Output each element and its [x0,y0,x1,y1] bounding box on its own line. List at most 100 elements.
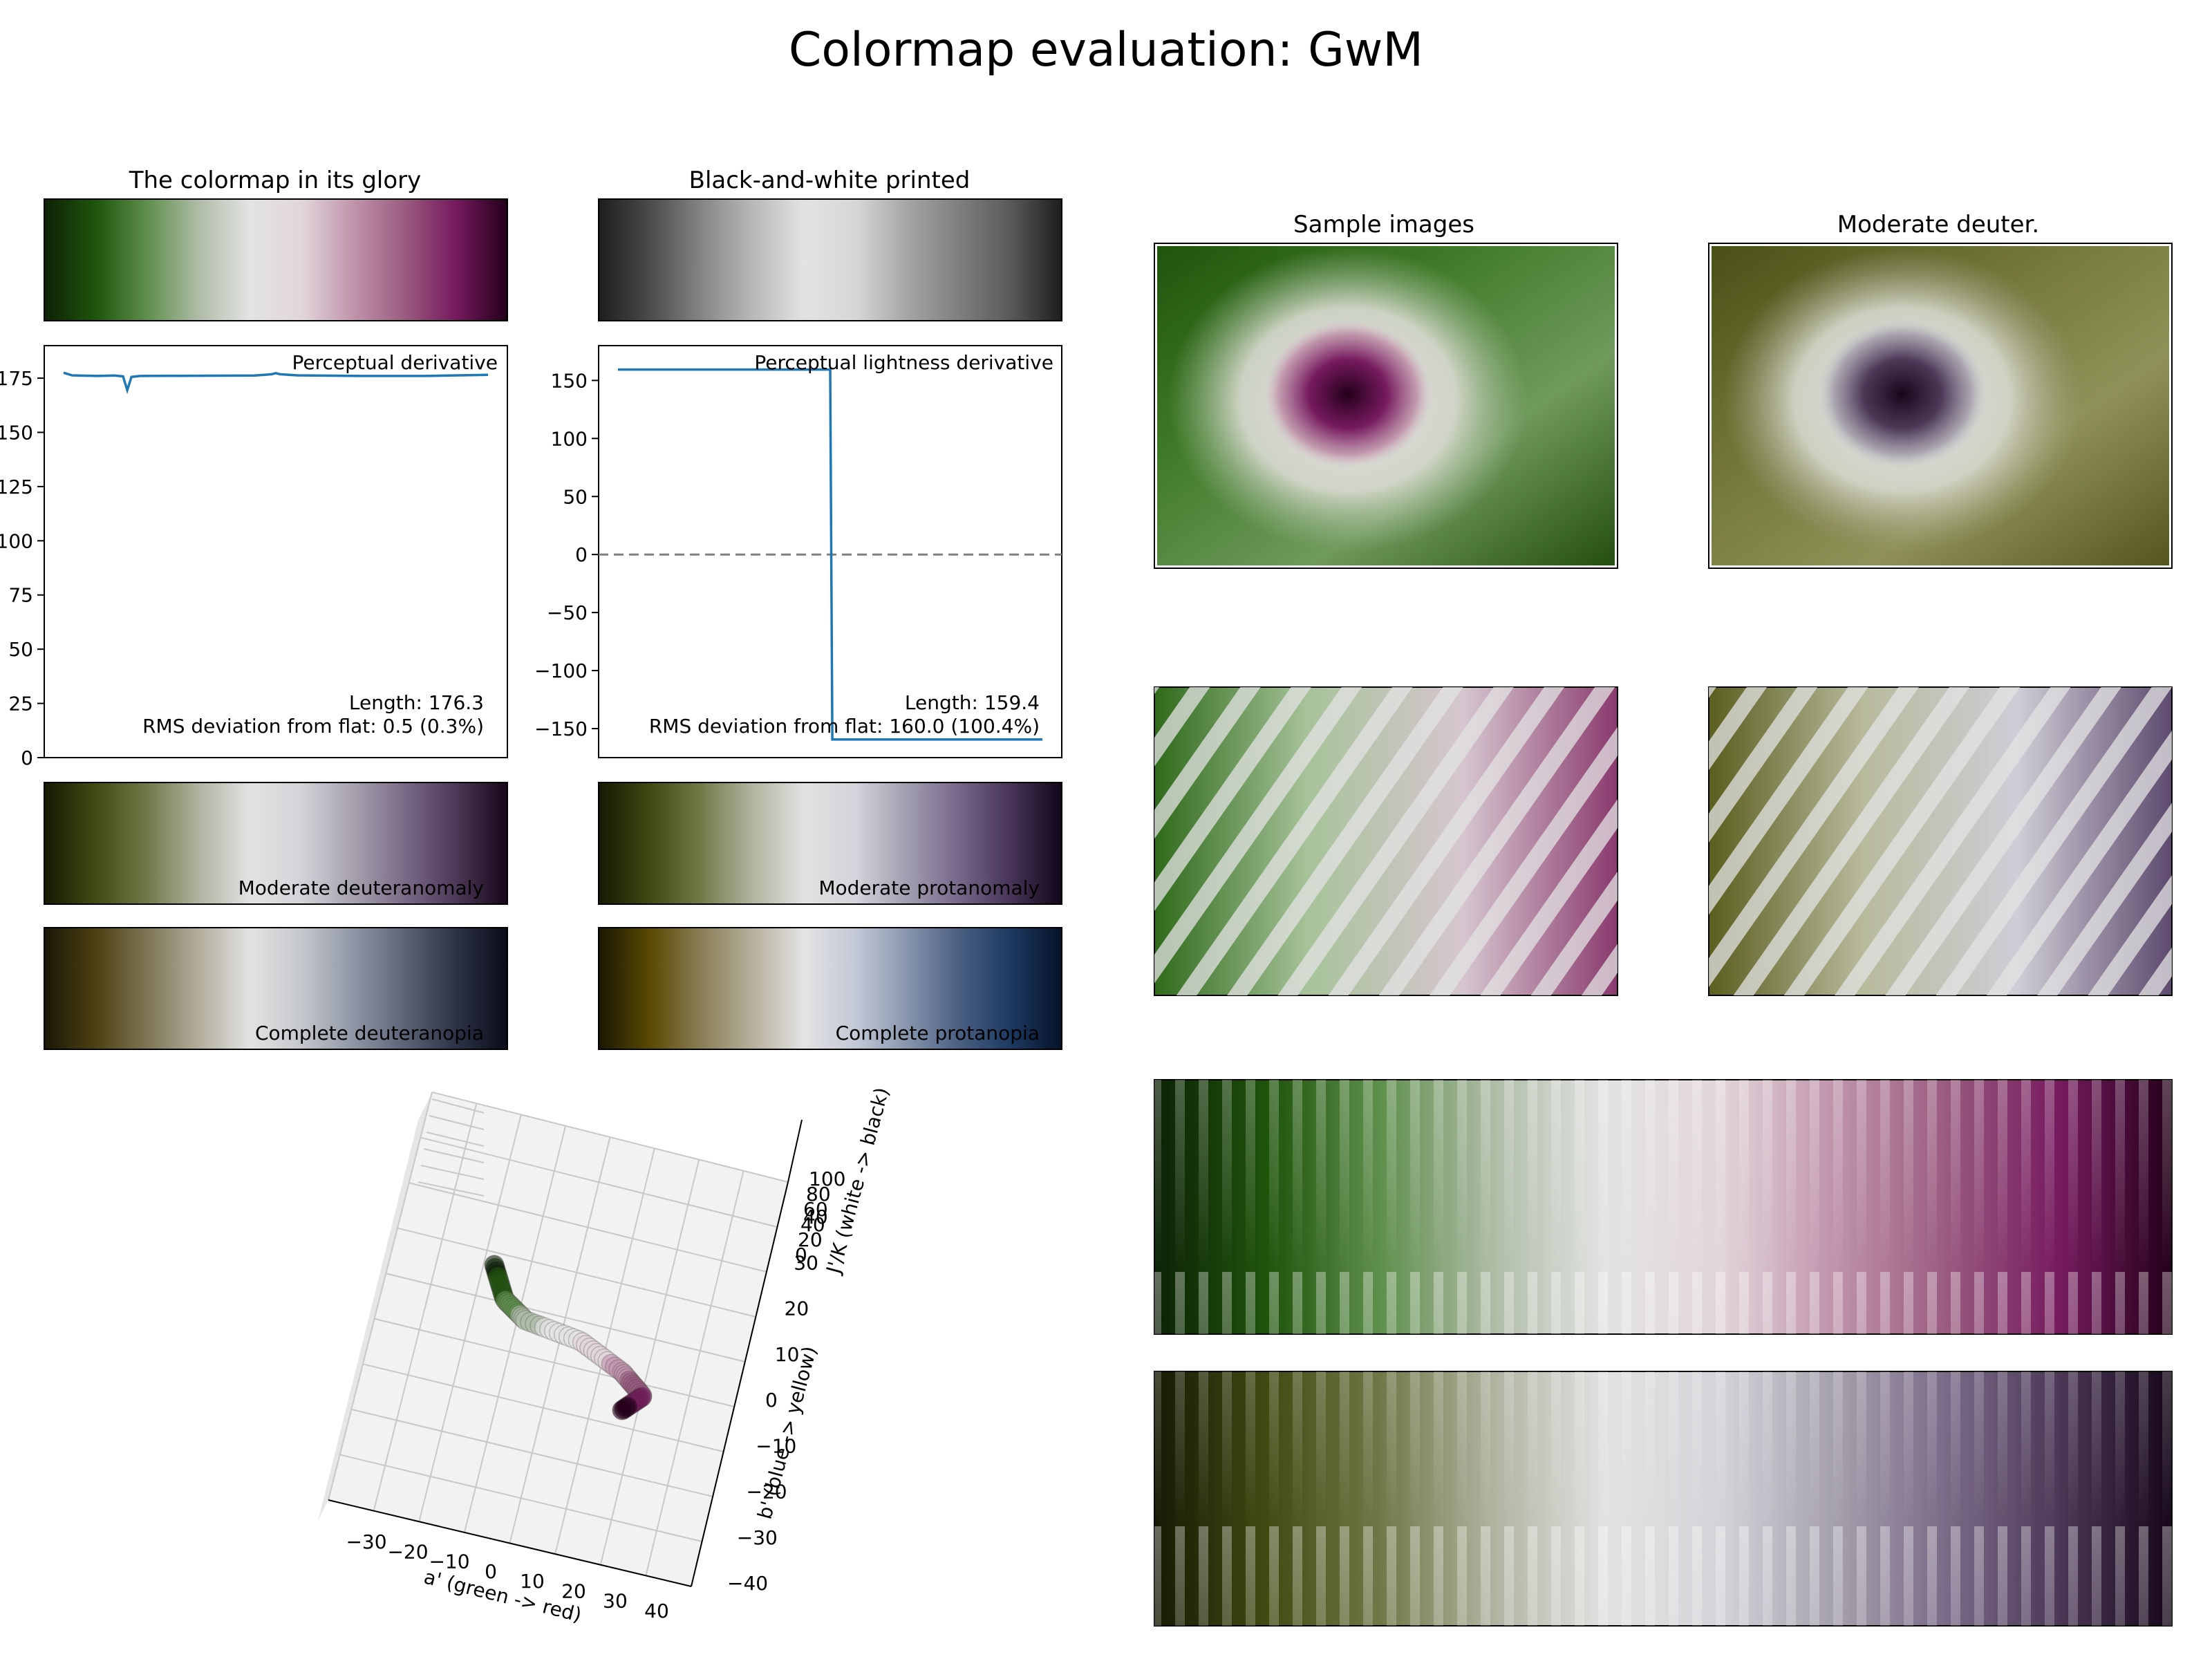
grid-line [420,1136,778,1228]
grid-line [431,1091,789,1183]
grid-line [431,1098,485,1114]
y-axis-line [691,1181,789,1587]
y-axis-label: b' (blue -> yellow) [753,1344,822,1521]
grid-line [420,1165,485,1180]
grid-line [599,1159,700,1565]
ytick-label: 0 [21,747,33,769]
perceptual-derivative-ticks: 0 25 50 75 100 125 150 175 [0,367,44,769]
lightness-derivative-rms: RMS deviation from flat: 160.0 (100.4%) [649,715,1040,738]
y-tick-label: −20 [747,1481,787,1503]
ytick-label: 75 [8,584,33,607]
x-axis-line [328,1499,692,1587]
grid-line [397,1227,756,1318]
ytick-label: 150 [0,421,33,444]
ytick-label: 0 [575,543,588,566]
y-tick-label: 0 [765,1389,778,1412]
ytick-label: 50 [8,638,33,661]
sample-image-volcano [1154,243,1618,569]
perceptual-derivative-axes [44,345,508,758]
y-tick-label: 10 [775,1343,800,1366]
colorspace-3d-scatter: −30 −20 −10 0 10 20 30 40−40−30−20−100102030400… [318,1085,894,1627]
colorspace-point [612,1400,632,1421]
grid-line [374,1318,735,1407]
grid-line [426,1132,485,1147]
panel-title-samples: Sample images [1293,211,1474,238]
y-tick-label: −40 [727,1572,768,1595]
grid-line [423,1148,485,1163]
sample-image-sine-ramp [1154,1079,2173,1335]
x-axis-label: a' (green -> red) [422,1565,584,1627]
sample-image-pattern-deuter [1708,686,2173,996]
grid-line [418,1181,485,1197]
strip-label-moderate-deuteranomaly: Moderate deuteranomaly [238,877,484,899]
z-tick-label: 80 [806,1183,831,1206]
pane-side [318,1092,432,1521]
x-tick-label: 40 [644,1600,669,1622]
x-tick-label: 20 [561,1580,586,1602]
grid-line [362,1363,724,1452]
panel-title-glory: The colormap in its glory [129,167,422,194]
x-tick-label: −30 [346,1530,386,1553]
lightness-derivative-line [618,368,1042,741]
x-tick-label: 10 [520,1570,545,1593]
y-tick-label: 40 [803,1206,828,1228]
ytick-label: 25 [8,693,33,715]
ytick-label: −50 [547,601,588,624]
strip-complete-protanopia [598,927,1062,1050]
y-tick-label: −10 [756,1434,796,1457]
z-tick-label: 100 [809,1168,845,1190]
ytick-label: 125 [0,476,33,498]
ytick-label: −100 [534,659,588,682]
ytick-label: 100 [0,529,33,552]
grid-line [409,1182,767,1273]
grid-line [386,1273,746,1362]
strip-label-complete-protanopia: Complete protanopia [836,1022,1040,1044]
z-tick-label: 40 [800,1213,825,1236]
grid-line [418,1114,522,1522]
panel-title-bw: Black-and-white printed [689,167,971,194]
figure-title: Colormap evaluation: GwM [789,23,1423,77]
strip-complete-deuteranopia [44,927,508,1050]
ytick-label: 150 [551,369,588,392]
colormap-glory-bar [44,198,508,321]
lightness-derivative-panel: −150 −100 −50 0 50 100 150 Perceptual lightnes… [534,345,1062,758]
lightness-derivative-label: Perceptual lightness derivative [754,351,1053,374]
x-tick-label: 30 [603,1590,628,1613]
grid-line [463,1125,567,1533]
x-tick-label: −10 [429,1550,469,1573]
sample-image-sine-ramp-deuter [1154,1371,2173,1627]
grid-line [373,1103,478,1511]
ytick-label: 50 [563,485,588,508]
lightness-derivative-ticks: −150 −100 −50 0 50 100 150 [534,369,599,740]
3d-points [484,1255,653,1421]
3d-ticks: −30 −20 −10 0 10 20 30 40−40−30−20−100102030400… [346,1168,845,1622]
y-tick-label: 30 [794,1251,818,1274]
z-tick-label: 0 [795,1244,807,1266]
strip-moderate-deuteranomaly [44,782,508,905]
grid-line [351,1408,713,1497]
strip-moderate-protanomaly [598,782,1062,905]
z-tick-label: 60 [803,1198,828,1221]
grid-line [339,1454,702,1542]
strip-label-complete-deuteranopia: Complete deuteranopia [255,1022,484,1044]
lightness-derivative-length: Length: 159.4 [905,691,1040,714]
strip-label-moderate-protanomaly: Moderate protanomaly [818,877,1040,899]
z-axis-line [787,1119,803,1183]
perceptual-derivative-label: Perceptual derivative [292,351,498,374]
panel-title-moderate-deuter: Moderate deuter. [1837,211,2039,238]
grid-line [328,1091,433,1501]
perceptual-derivative-rms: RMS deviation from flat: 0.5 (0.3%) [142,715,484,738]
ytick-label: 100 [551,427,588,450]
y-tick-label: −30 [737,1526,778,1549]
perceptual-derivative-length: Length: 176.3 [349,691,484,714]
ytick-label: 175 [0,367,33,390]
x-tick-label: 0 [485,1560,497,1583]
y-tick-label: 20 [785,1297,809,1320]
grid-line [645,1170,744,1576]
ytick-label: −150 [534,718,588,740]
z-tick-label: 20 [798,1228,823,1251]
grid-line [429,1115,485,1130]
sample-image-volcano-deuter [1708,243,2173,569]
colormap-bw-bar [598,198,1062,321]
